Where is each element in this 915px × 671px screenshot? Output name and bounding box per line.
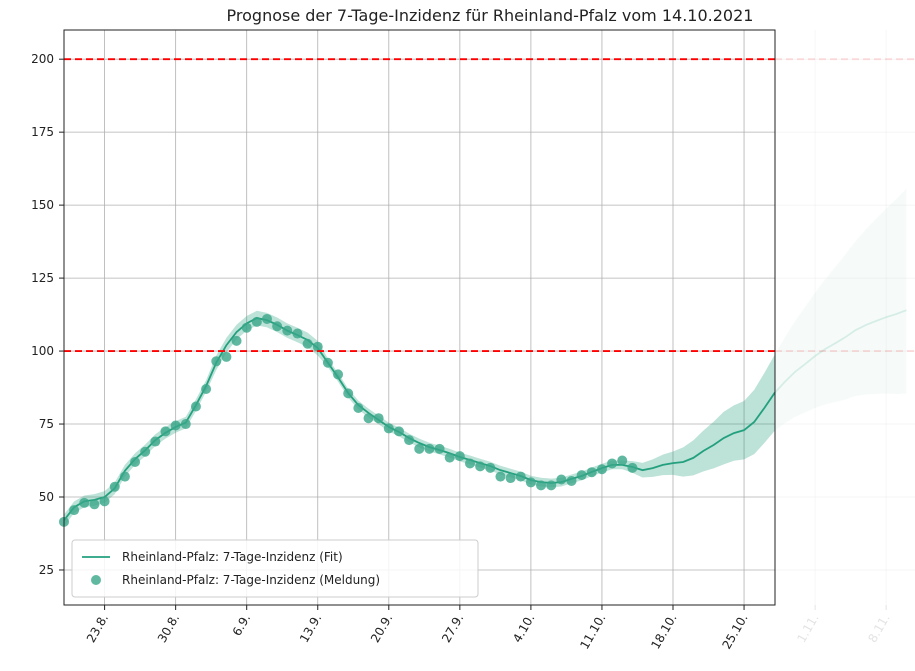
confidence-band xyxy=(775,188,907,431)
data-point xyxy=(576,470,587,481)
y-tick-label: 150 xyxy=(31,198,54,212)
data-point xyxy=(383,423,394,434)
data-point xyxy=(251,316,262,327)
data-point xyxy=(333,369,344,380)
data-point xyxy=(170,420,181,431)
data-point xyxy=(150,436,161,447)
x-tick-label: 30.8. xyxy=(155,612,182,645)
data-point xyxy=(404,435,415,446)
x-tick-label: 13.9. xyxy=(297,612,324,645)
plot-frame xyxy=(63,29,776,606)
data-point xyxy=(515,471,526,482)
y-tick-label: 175 xyxy=(31,125,54,139)
y-tick-label: 125 xyxy=(31,271,54,285)
data-point xyxy=(282,325,293,336)
legend-marker xyxy=(91,575,101,585)
data-point xyxy=(607,458,618,469)
data-point xyxy=(312,341,323,352)
data-point xyxy=(69,505,80,516)
data-point xyxy=(292,328,303,339)
legend: Rheinland-Pfalz: 7-Tage-Inzidenz (Fit) Rh… xyxy=(71,539,479,598)
data-point xyxy=(536,480,547,491)
data-point xyxy=(99,496,110,507)
x-tick-label: 23.8. xyxy=(84,612,111,645)
data-point xyxy=(485,462,496,473)
legend-label: Rheinland-Pfalz: 7-Tage-Inzidenz (Fit) xyxy=(122,550,343,564)
data-point xyxy=(140,446,151,457)
data-point xyxy=(221,351,232,362)
data-point xyxy=(272,321,283,332)
data-point xyxy=(343,388,354,399)
x-tick-label: 18.10. xyxy=(648,612,679,652)
x-tick-label: 27.9. xyxy=(439,612,466,645)
y-tick-label: 50 xyxy=(39,490,54,504)
data-point xyxy=(231,335,242,346)
data-point xyxy=(201,384,212,395)
x-tick-label: 1.11. xyxy=(794,612,821,645)
x-tick-label: 20.9. xyxy=(368,612,395,645)
data-point xyxy=(160,426,171,437)
x-tick-label: 25.10. xyxy=(719,612,750,652)
data-point xyxy=(89,499,100,510)
chart-title: Prognose der 7-Tage-Inzidenz für Rheinla… xyxy=(227,6,754,25)
data-point xyxy=(465,458,475,469)
data-point xyxy=(363,413,374,424)
x-tick-label: 11.10. xyxy=(577,612,608,652)
confidence-band xyxy=(64,310,775,527)
legend-box xyxy=(71,539,479,598)
data-point xyxy=(424,443,435,454)
y-tick-label: 100 xyxy=(31,344,54,358)
x-tick-label: 6.9. xyxy=(230,612,254,639)
data-point xyxy=(79,497,90,508)
data-point xyxy=(130,456,141,467)
y-tick-label: 75 xyxy=(39,417,54,431)
data-point xyxy=(373,413,384,424)
y-tick-label: 25 xyxy=(39,563,54,577)
data-point xyxy=(393,426,404,437)
data-point xyxy=(505,473,516,484)
data-point xyxy=(262,313,272,324)
legend-label: Rheinland-Pfalz: 7-Tage-Inzidenz (Meldun… xyxy=(122,573,380,587)
data-point xyxy=(617,455,628,466)
data-point xyxy=(190,401,201,412)
data-point xyxy=(444,452,455,463)
data-point xyxy=(556,474,567,485)
data-point xyxy=(414,443,425,454)
data-point xyxy=(627,462,638,473)
data-point xyxy=(109,481,120,492)
data-point xyxy=(180,419,191,430)
data-point xyxy=(454,451,465,462)
x-tick-label: 8.11. xyxy=(865,612,892,645)
data-point xyxy=(211,356,222,367)
data-point xyxy=(119,471,130,482)
data-point xyxy=(546,480,557,491)
data-point xyxy=(434,443,445,454)
y-tick-label: 200 xyxy=(31,52,54,66)
data-point xyxy=(322,357,333,368)
data-point xyxy=(302,338,313,349)
data-point xyxy=(241,322,252,333)
data-point xyxy=(596,464,607,475)
data-point xyxy=(353,402,364,413)
data-point xyxy=(525,477,536,488)
data-point xyxy=(475,461,486,472)
data-point xyxy=(495,471,506,482)
x-tick-label: 4.10. xyxy=(510,612,537,645)
data-point xyxy=(566,475,577,486)
data-point xyxy=(586,467,597,478)
